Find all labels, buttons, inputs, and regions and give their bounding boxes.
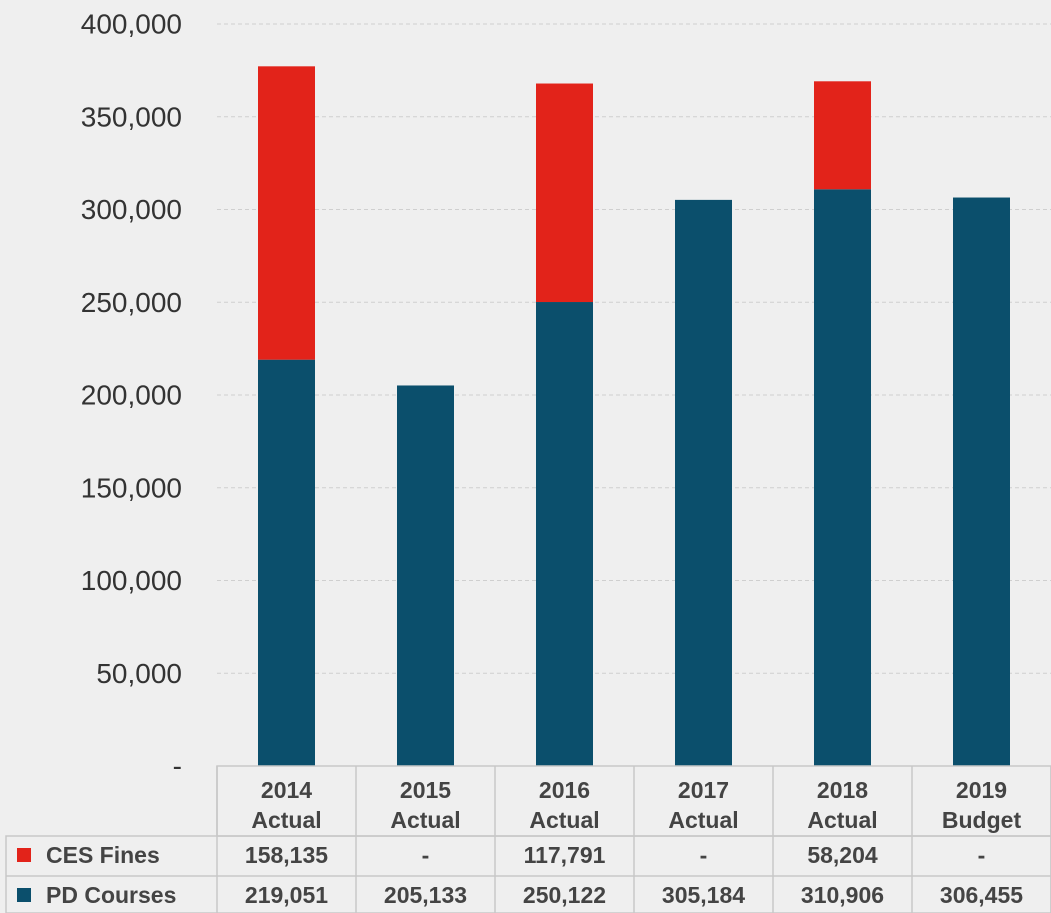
bar-pd-courses [258,359,315,766]
y-axis: - 50,000 100,000 150,000 200,000 250,000 300,0… [81,9,182,782]
category-label: Budget [942,807,1022,833]
category-label: 2018 [817,777,868,803]
bar-ces-fines [258,66,315,360]
category-label: Actual [807,807,877,833]
data-label: 219,051 [245,882,328,908]
bar-pd-courses [397,385,454,766]
bar-ces-fines [536,83,593,303]
legend-label: PD Courses [46,882,176,908]
bar-ces-fines [814,81,871,190]
data-label: 310,906 [801,882,884,908]
y-tick-label: 100,000 [81,565,182,596]
data-label: 250,122 [523,882,606,908]
data-label: 306,455 [940,882,1023,908]
bar-pd-courses [814,189,871,767]
data-label: 58,204 [807,842,878,868]
y-tick-label: 350,000 [81,101,182,132]
data-table: 2014 Actual 2015 Actual 2016 Actual 2017 Actual… [5,765,1051,913]
category-label: 2017 [678,777,729,803]
gridlines [217,23,1051,674]
bar-pd-courses [675,199,732,767]
y-tick-label: 50,000 [96,658,182,689]
data-label: 117,791 [524,842,606,868]
y-tick-label: 200,000 [81,380,182,411]
data-label: - [978,842,986,868]
legend-swatch [17,888,31,902]
y-tick-label: 300,000 [81,194,182,225]
data-label: - [700,842,708,868]
y-tick-label: 150,000 [81,472,182,503]
category-label: Actual [251,807,321,833]
y-tick-label: 250,000 [81,287,182,318]
legend-swatch [17,848,31,862]
bars [258,66,1010,767]
legend-label: CES Fines [46,842,160,868]
y-tick-label: 400,000 [81,9,182,40]
bar-pd-courses [953,197,1010,766]
data-label: - [422,842,430,868]
data-label: 305,184 [662,882,745,908]
category-label: 2019 [956,777,1007,803]
data-label: 158,135 [245,842,328,868]
data-label: 205,133 [384,882,467,908]
category-label: Actual [390,807,460,833]
category-label: Actual [668,807,738,833]
category-label: Actual [529,807,599,833]
bar-pd-courses [536,302,593,766]
y-tick-label: - [173,751,182,782]
category-label: 2014 [261,777,312,803]
table-body-box [5,835,1051,913]
category-label: 2016 [539,777,590,803]
category-label: 2015 [400,777,451,803]
